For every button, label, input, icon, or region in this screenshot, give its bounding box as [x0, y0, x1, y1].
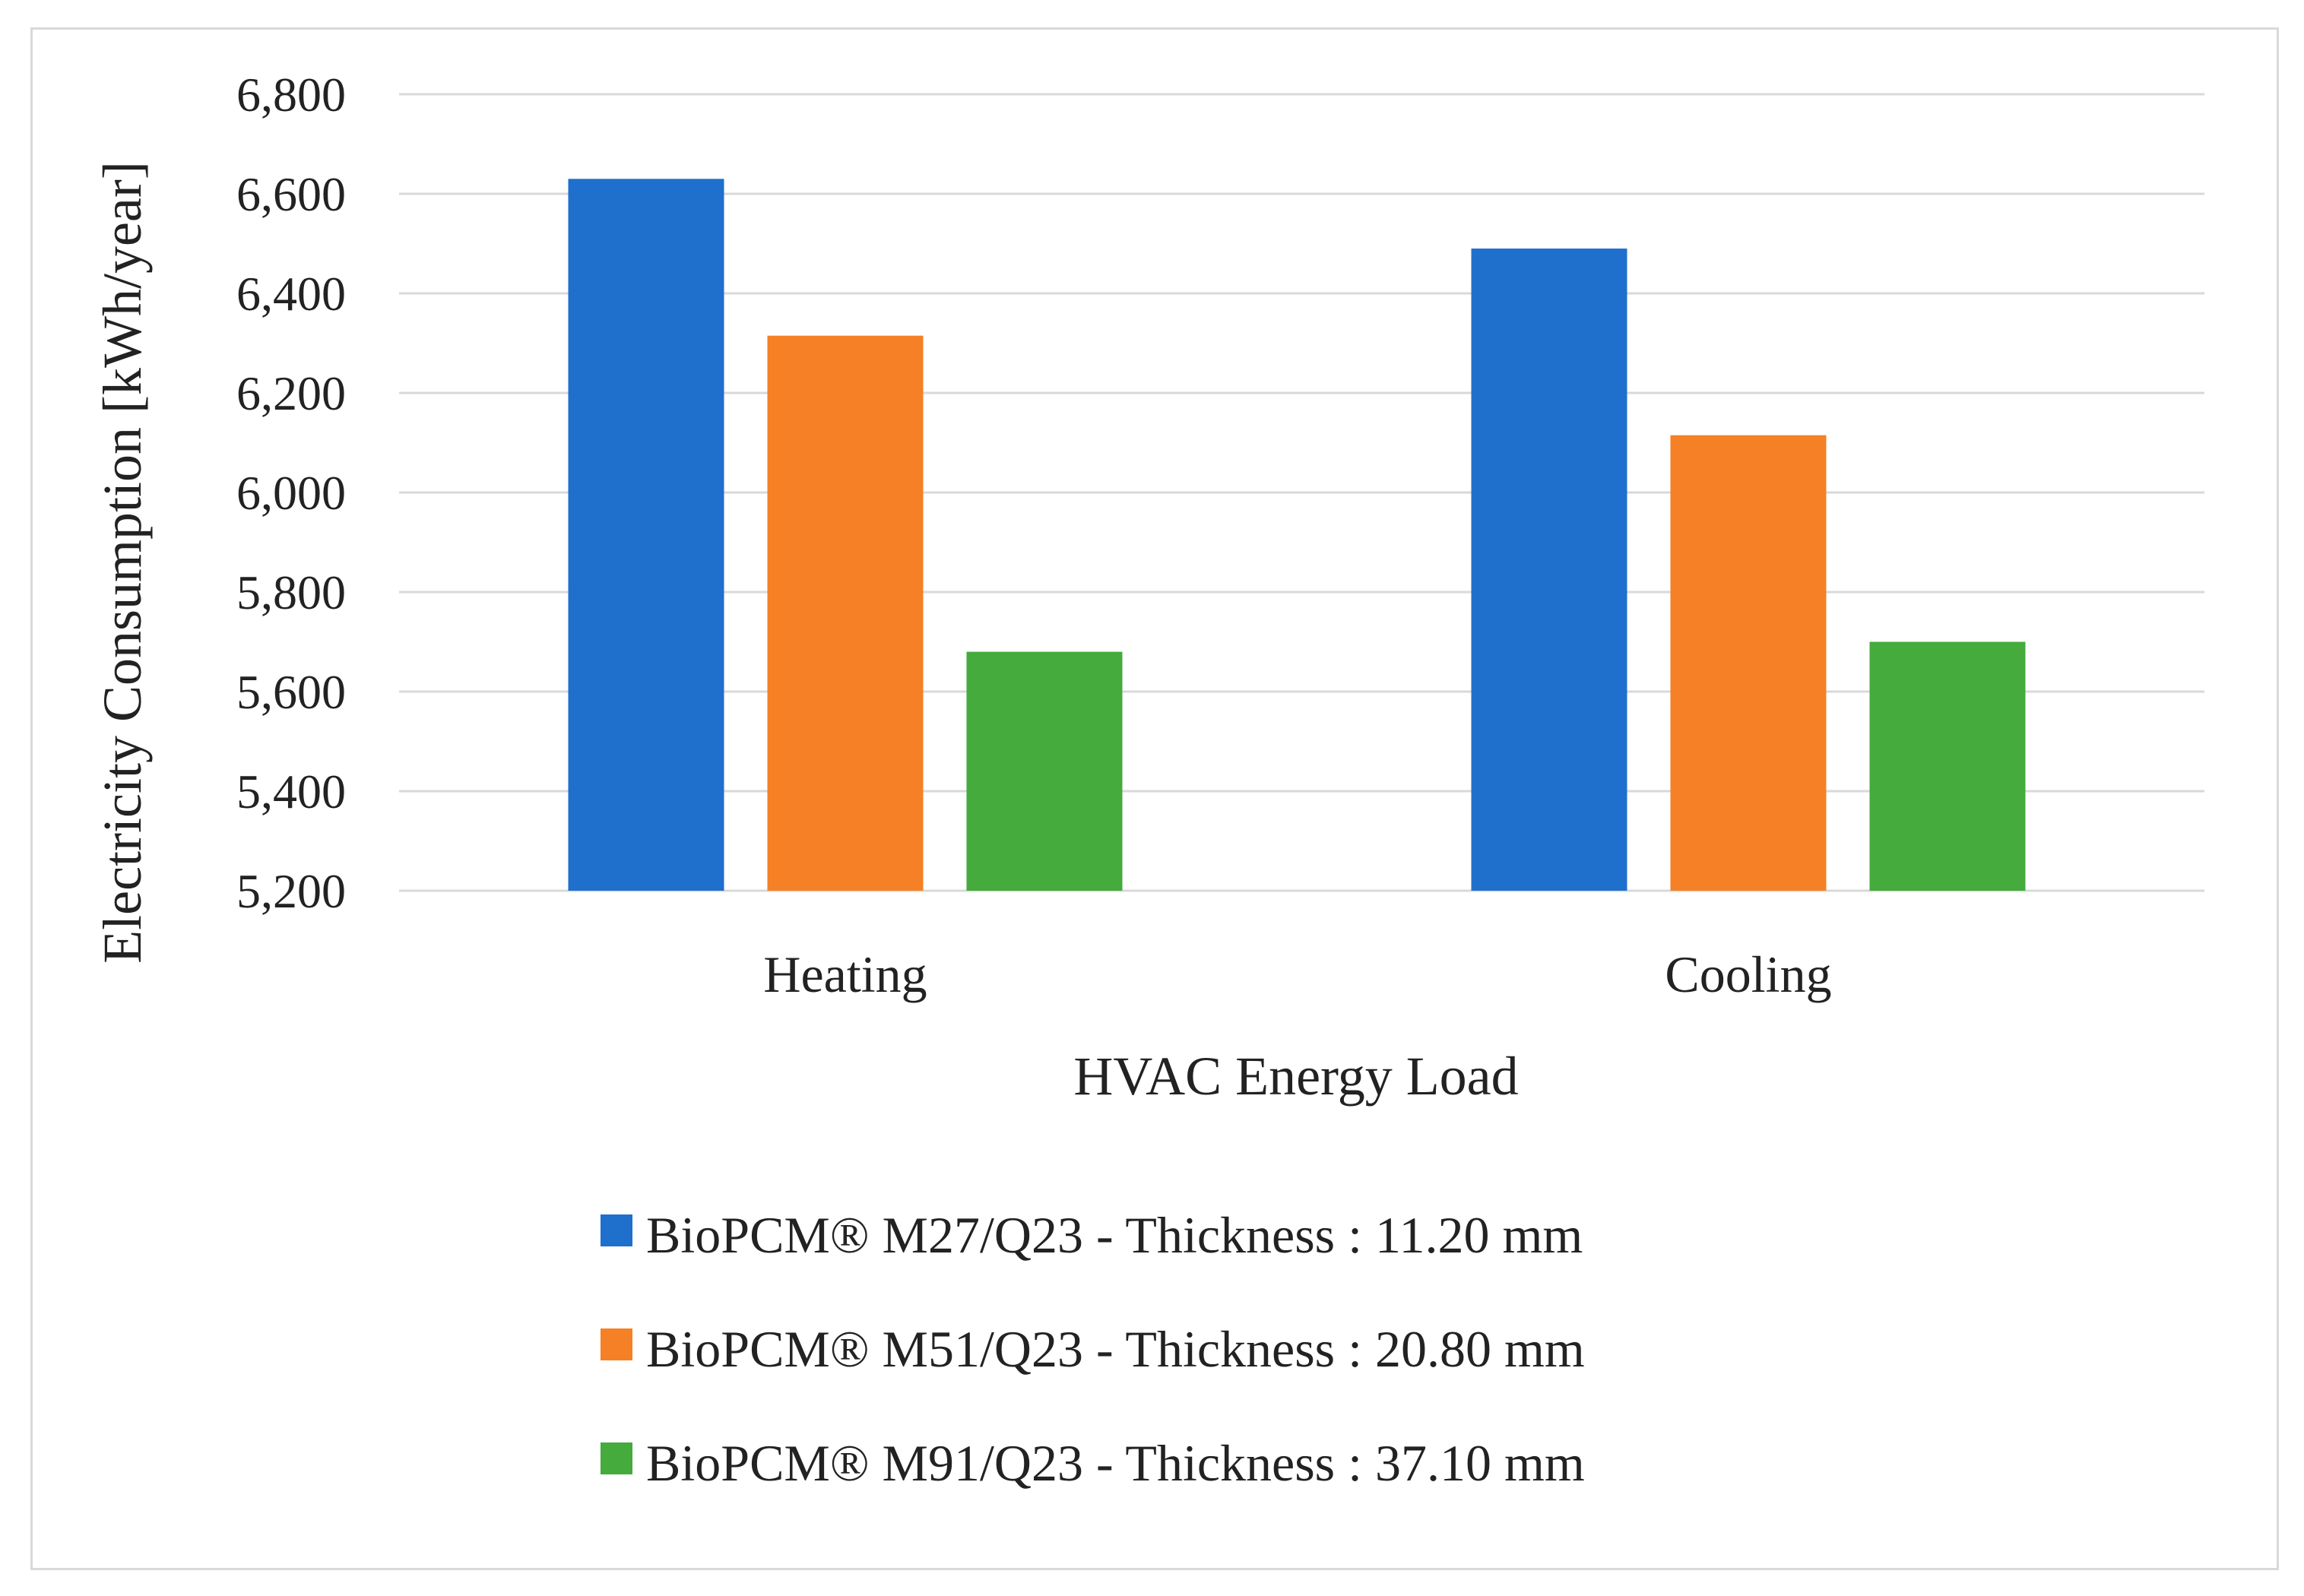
y-tick-label: 5,400 [236, 765, 346, 819]
y-tick-label: 5,600 [236, 665, 346, 719]
legend-label: BioPCM® M91/Q23 - Thickness : 37.10 mm [646, 1434, 1585, 1492]
legend-swatch [601, 1442, 632, 1474]
y-tick-label: 6,800 [236, 68, 346, 122]
y-tick-label: 6,200 [236, 366, 346, 420]
bar-cooling-series-2 [1670, 435, 1827, 891]
bar-heating-series-2 [767, 335, 924, 891]
x-axis-title: HVAC Energy Load [1073, 1046, 1518, 1107]
y-tick-label: 5,800 [236, 565, 346, 619]
y-tick-label: 6,600 [236, 167, 346, 221]
legend-swatch [601, 1328, 632, 1360]
y-axis-title: Electricity Consumption [kWh/year] [92, 161, 153, 964]
y-axis-ticks: 5,200 5,400 5,600 5,800 6,000 6,200 6,400 6,600… [236, 68, 346, 918]
legend-label: BioPCM® M27/Q23 - Thickness : 11.20 mm [646, 1206, 1583, 1264]
legend-label: BioPCM® M51/Q23 - Thickness : 20.80 mm [646, 1320, 1585, 1378]
y-tick-label: 6,000 [236, 466, 346, 520]
legend: BioPCM® M27/Q23 - Thickness : 11.20 mm Bi… [601, 1206, 1585, 1492]
x-category-label: Cooling [1665, 945, 1831, 1003]
bar-cooling-series-3 [1869, 641, 2026, 891]
bar-heating-series-3 [966, 651, 1123, 891]
bar-cooling-series-1 [1471, 249, 1627, 891]
legend-swatch [601, 1214, 632, 1246]
x-category-label: Heating [763, 945, 927, 1003]
bar-heating-series-1 [568, 179, 724, 891]
y-tick-label: 6,400 [236, 267, 346, 321]
y-tick-label: 5,200 [236, 864, 346, 918]
bars [568, 179, 2026, 891]
x-axis-categories: Heating Cooling [763, 945, 1831, 1003]
